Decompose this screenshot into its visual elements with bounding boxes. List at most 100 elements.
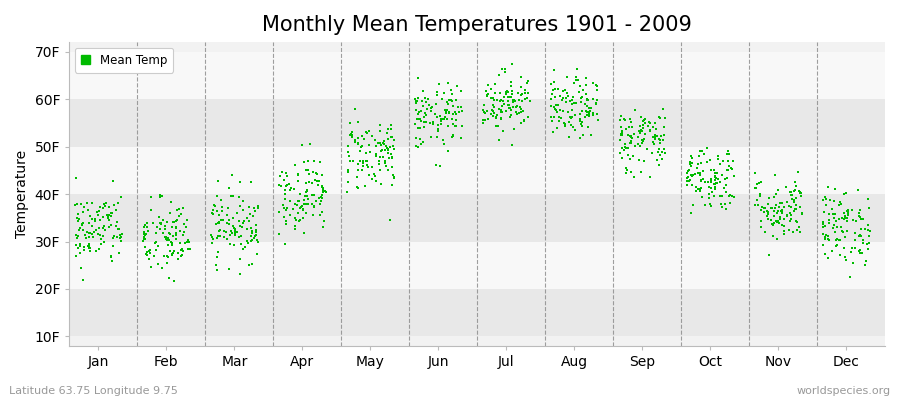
Point [722, 162, 736, 169]
Point [652, 113, 666, 120]
Point [589, 82, 603, 88]
Point [180, 239, 194, 245]
Point [832, 216, 846, 222]
Point [845, 245, 859, 251]
Point [441, 80, 455, 86]
Point [104, 212, 118, 219]
Point [95, 224, 110, 231]
Point [315, 183, 329, 190]
Point [508, 109, 523, 116]
Point [448, 109, 463, 116]
Point [227, 224, 241, 231]
Point [757, 205, 771, 211]
Point [683, 161, 698, 168]
Point [410, 116, 425, 122]
Point [313, 212, 328, 219]
Point [408, 121, 422, 127]
Point [572, 111, 587, 118]
Point [767, 220, 781, 226]
Point [489, 114, 503, 121]
Point [615, 112, 629, 119]
Point [570, 66, 584, 72]
Point [212, 212, 226, 218]
Point [409, 98, 423, 104]
Point [839, 257, 853, 263]
Point [205, 211, 220, 218]
Point [850, 186, 865, 193]
Point [351, 167, 365, 173]
Point [319, 188, 333, 195]
Point [381, 166, 395, 173]
Point [92, 245, 106, 252]
Point [652, 162, 666, 168]
Point [288, 215, 302, 222]
Point [707, 183, 722, 190]
Point [233, 203, 248, 209]
Point [685, 159, 699, 166]
Point [640, 146, 654, 152]
Bar [69, 242, 885, 289]
Point [300, 193, 314, 199]
Point [838, 234, 852, 240]
Point [723, 192, 737, 199]
Point [306, 169, 320, 175]
Point [590, 116, 605, 123]
Point [140, 224, 154, 230]
Point [427, 119, 441, 126]
Point [245, 237, 259, 243]
Point [378, 162, 392, 169]
Point [148, 239, 163, 246]
Point [384, 154, 399, 160]
Point [382, 126, 396, 132]
Point [350, 141, 365, 147]
Point [440, 107, 454, 113]
Point [103, 217, 117, 223]
Point [787, 207, 801, 214]
Point [454, 104, 468, 111]
Point [860, 241, 875, 248]
Point [816, 224, 831, 230]
Point [143, 250, 157, 257]
Point [488, 90, 502, 96]
Point [299, 189, 313, 195]
Point [242, 204, 256, 211]
Point [633, 128, 647, 134]
Point [616, 155, 630, 161]
Point [76, 209, 91, 215]
Point [852, 232, 867, 239]
Point [160, 236, 175, 243]
Point [551, 86, 565, 92]
Point [315, 223, 329, 230]
Point [624, 140, 638, 146]
Point [444, 87, 458, 93]
Point [550, 125, 564, 132]
Point [435, 116, 449, 122]
Point [724, 192, 739, 199]
Point [652, 136, 667, 142]
Point [163, 210, 177, 216]
Point [307, 203, 321, 209]
Point [418, 119, 432, 126]
Point [413, 125, 428, 132]
Point [790, 169, 805, 175]
Point [384, 134, 399, 140]
Point [136, 238, 150, 244]
Point [698, 179, 713, 186]
Point [652, 152, 667, 158]
Point [557, 123, 572, 129]
Point [578, 114, 592, 120]
Point [680, 178, 694, 184]
Point [212, 220, 226, 226]
Point [295, 207, 310, 213]
Point [251, 205, 266, 212]
Point [113, 237, 128, 244]
Point [174, 240, 188, 246]
Point [350, 174, 365, 180]
Point [150, 261, 165, 267]
Point [210, 267, 224, 273]
Point [174, 228, 188, 234]
Point [703, 157, 717, 164]
Bar [69, 289, 885, 336]
Point [623, 133, 637, 139]
Point [554, 107, 568, 113]
